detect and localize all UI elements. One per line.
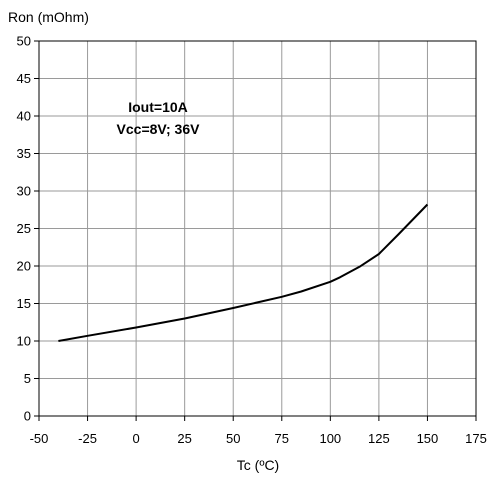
y-axis-ticks: 0 5 10 15 20 25 30 35 40 45 50 xyxy=(17,34,39,424)
y-tick-label: 40 xyxy=(17,109,31,124)
x-tick-label: 50 xyxy=(226,431,240,446)
x-tick-label: 75 xyxy=(275,431,289,446)
x-axis-ticks: -50 -25 0 25 50 75 100 125 150 175 xyxy=(30,416,487,446)
grid xyxy=(39,41,476,416)
y-tick-label: 5 xyxy=(24,371,31,386)
y-tick-label: 45 xyxy=(17,71,31,86)
y-tick-label: 20 xyxy=(17,259,31,274)
y-tick-label: 50 xyxy=(17,34,31,49)
x-tick-label: 0 xyxy=(132,431,139,446)
x-tick-label: 25 xyxy=(177,431,191,446)
y-axis-label: Ron (mOhm) xyxy=(8,9,89,25)
series-line xyxy=(58,203,429,342)
annotation-vcc: Vcc=8V; 36V xyxy=(117,121,201,137)
y-tick-label: 35 xyxy=(17,146,31,161)
y-tick-label: 15 xyxy=(17,296,31,311)
series-layer xyxy=(58,203,429,342)
y-tick-label: 0 xyxy=(24,409,31,424)
x-tick-label: -50 xyxy=(30,431,49,446)
x-tick-label: 125 xyxy=(368,431,390,446)
y-tick-label: 30 xyxy=(17,184,31,199)
x-tick-label: 150 xyxy=(417,431,439,446)
x-tick-label: -25 xyxy=(78,431,97,446)
x-tick-label: 100 xyxy=(319,431,341,446)
x-axis-label: Tc (ºC) xyxy=(237,457,279,473)
y-tick-label: 25 xyxy=(17,221,31,236)
annotation-iout: Iout=10A xyxy=(128,99,188,115)
y-tick-label: 10 xyxy=(17,334,31,349)
x-tick-label: 175 xyxy=(465,431,487,446)
